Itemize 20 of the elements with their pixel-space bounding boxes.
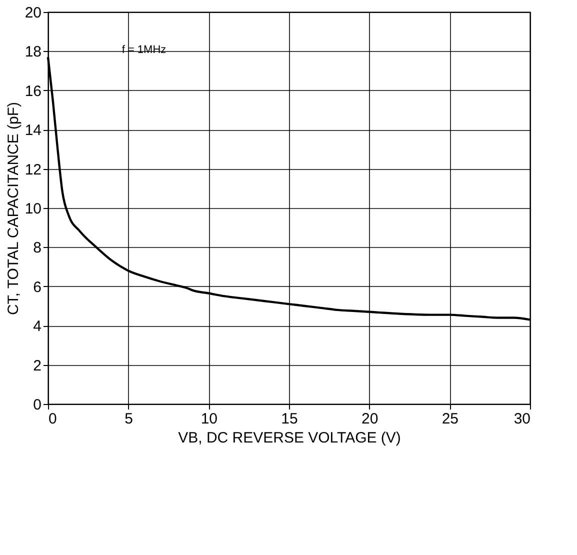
x-axis-title: VB, DC REVERSE VOLTAGE (V) [178, 430, 401, 446]
y-tick-label: 16 [24, 82, 42, 100]
x-tick-label: 5 [124, 410, 134, 428]
x-tick-label: 25 [442, 410, 459, 428]
y-tick-label: 0 [33, 396, 42, 414]
x-tick-label: 20 [361, 410, 378, 428]
y-axis-title: CT, TOTAL CAPACITANCE (pF) [4, 102, 22, 316]
x-tick-label: 10 [200, 410, 218, 428]
x-tick-label: 30 [514, 410, 530, 428]
y-tick-label: 2 [33, 357, 42, 374]
y-tick-label: 8 [33, 240, 42, 257]
y-tick-label: 14 [24, 122, 42, 140]
y-tick-label: 20 [24, 4, 42, 22]
y-tick-label: 10 [24, 200, 42, 218]
y-tick-label: 4 [33, 318, 42, 336]
y-tick-label: 18 [24, 44, 42, 61]
y-tick-label: 12 [24, 161, 42, 178]
y-tick-label: 6 [33, 278, 42, 296]
x-tick-label: 15 [281, 410, 298, 428]
x-tick-label: 0 [48, 410, 57, 428]
